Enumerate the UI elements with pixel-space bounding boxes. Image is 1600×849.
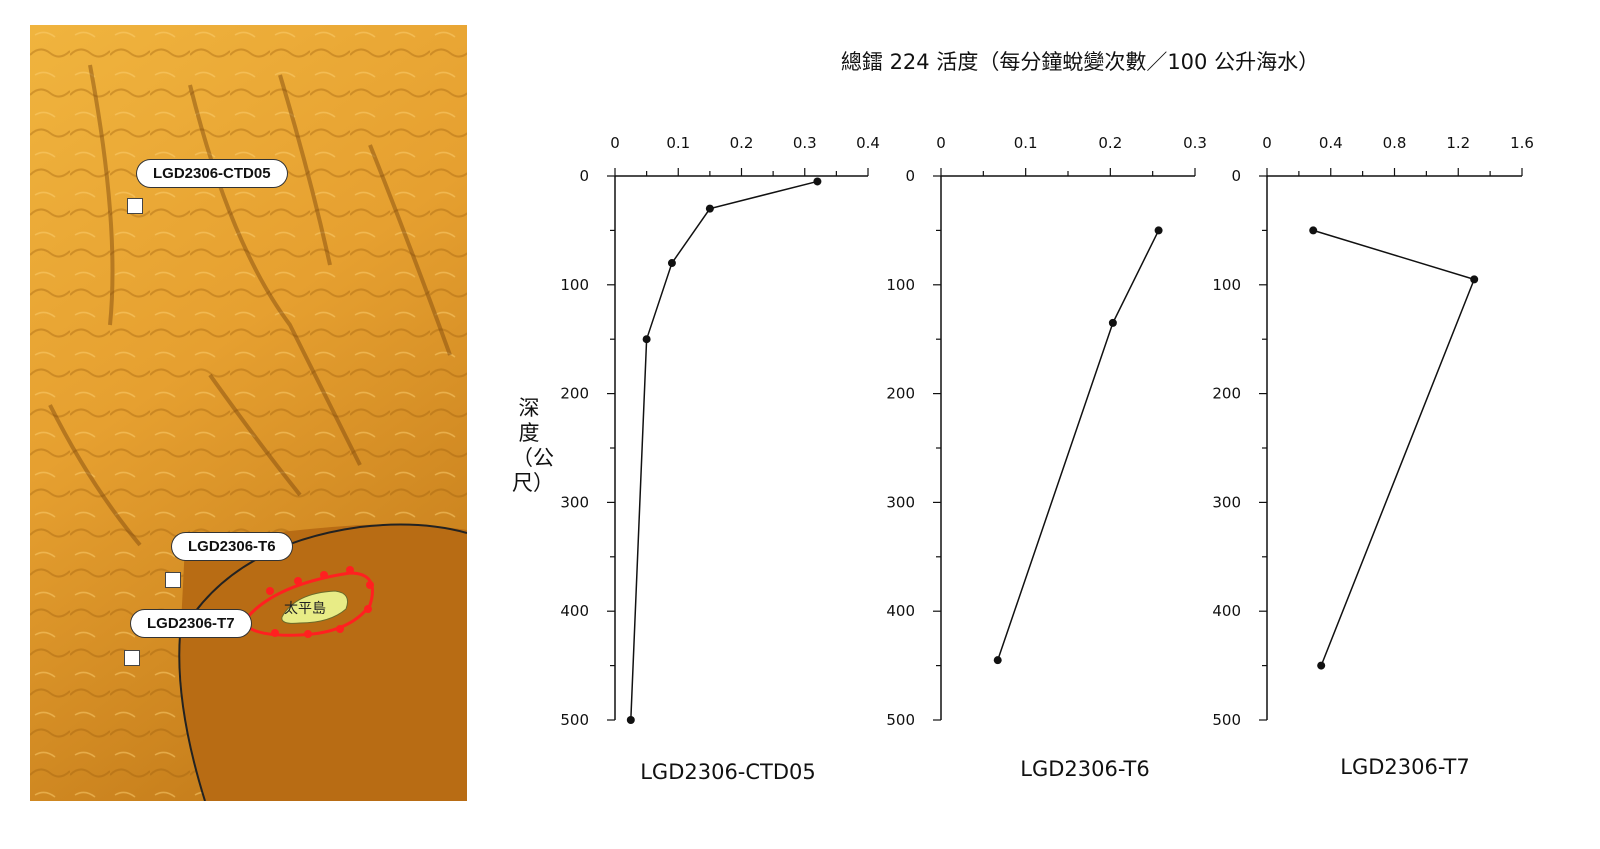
x-tick-label: 0: [1262, 134, 1272, 152]
x-tick-label: 0.1: [1014, 134, 1038, 152]
x-tick-label: 1.6: [1510, 134, 1534, 152]
island-label: 太平島: [284, 601, 326, 617]
y-tick-label: 200: [560, 385, 589, 403]
data-point: [667, 259, 676, 268]
y-tick-label: 500: [886, 711, 915, 729]
data-point: [1309, 226, 1318, 235]
y-tick-label: 0: [1231, 167, 1241, 185]
y-tick-label: 0: [579, 167, 589, 185]
panel-name-t7: LGD2306-T7: [1340, 755, 1470, 779]
map-depth-contour: [179, 523, 467, 636]
bathymetry-map: [30, 25, 467, 801]
y-tick-label: 400: [886, 602, 915, 620]
series-line: [1313, 229, 1476, 666]
y-tick-label: 400: [560, 602, 589, 620]
data-point: [1470, 275, 1479, 284]
boundary-line: [241, 571, 374, 637]
data-point: [626, 716, 635, 724]
x-tick-label: 0.3: [793, 134, 817, 152]
y-tick-label: 500: [1212, 711, 1241, 729]
map-shelf: [180, 524, 467, 801]
y-tick-label: 100: [886, 276, 915, 294]
data-point: [1317, 661, 1326, 670]
y-tick-label: 300: [886, 493, 915, 511]
x-tick-label: 0.2: [730, 134, 754, 152]
x-tick-label: 0.8: [1383, 134, 1407, 152]
data-point: [1154, 226, 1163, 235]
x-tick-label: 1.2: [1446, 134, 1470, 152]
x-tick-label: 0.4: [1319, 134, 1343, 152]
series-line: [997, 230, 1160, 661]
station-label-t6: LGD2306-T6: [172, 533, 292, 560]
map-depth-contour-west: [178, 634, 206, 801]
y-tick-label: 100: [1212, 276, 1241, 294]
y-tick-label: 500: [560, 711, 589, 729]
x-tick-label: 0.2: [1098, 134, 1122, 152]
x-tick-label: 0.1: [666, 134, 690, 152]
station-label-t7: LGD2306-T7: [131, 610, 251, 637]
y-tick-label: 200: [886, 385, 915, 403]
data-point: [1108, 318, 1117, 327]
station-label-ctd05: LGD2306-CTD05: [137, 160, 287, 187]
panel-name-ctd05: LGD2306-CTD05: [640, 760, 816, 784]
chart-title: 總鐳 224 活度（每分鐘蛻變次數／100 公升海水）: [840, 50, 1320, 74]
x-tick-label: 0: [936, 134, 946, 152]
island-shape: [281, 590, 349, 624]
y-tick-label: 400: [1212, 602, 1241, 620]
data-point: [813, 177, 822, 186]
data-point: [993, 656, 1002, 665]
map-canyons: [48, 64, 452, 547]
panel-name-t6: LGD2306-T6: [1020, 757, 1150, 781]
y-tick-label: 200: [1212, 385, 1241, 403]
station-marker-t7: [124, 650, 140, 666]
y-tick-label: 100: [560, 276, 589, 294]
y-tick-label: 300: [1212, 493, 1241, 511]
y-tick-label: 0: [905, 167, 915, 185]
series-line: [630, 180, 818, 721]
y-tick-label: 300: [560, 493, 589, 511]
x-tick-label: 0: [610, 134, 620, 152]
data-point: [642, 335, 651, 344]
station-marker-ctd05: [127, 198, 143, 214]
station-marker-t6: [165, 572, 181, 588]
x-tick-label: 0.3: [1183, 134, 1207, 152]
x-tick-label: 0.4: [856, 134, 880, 152]
data-point: [705, 204, 714, 213]
